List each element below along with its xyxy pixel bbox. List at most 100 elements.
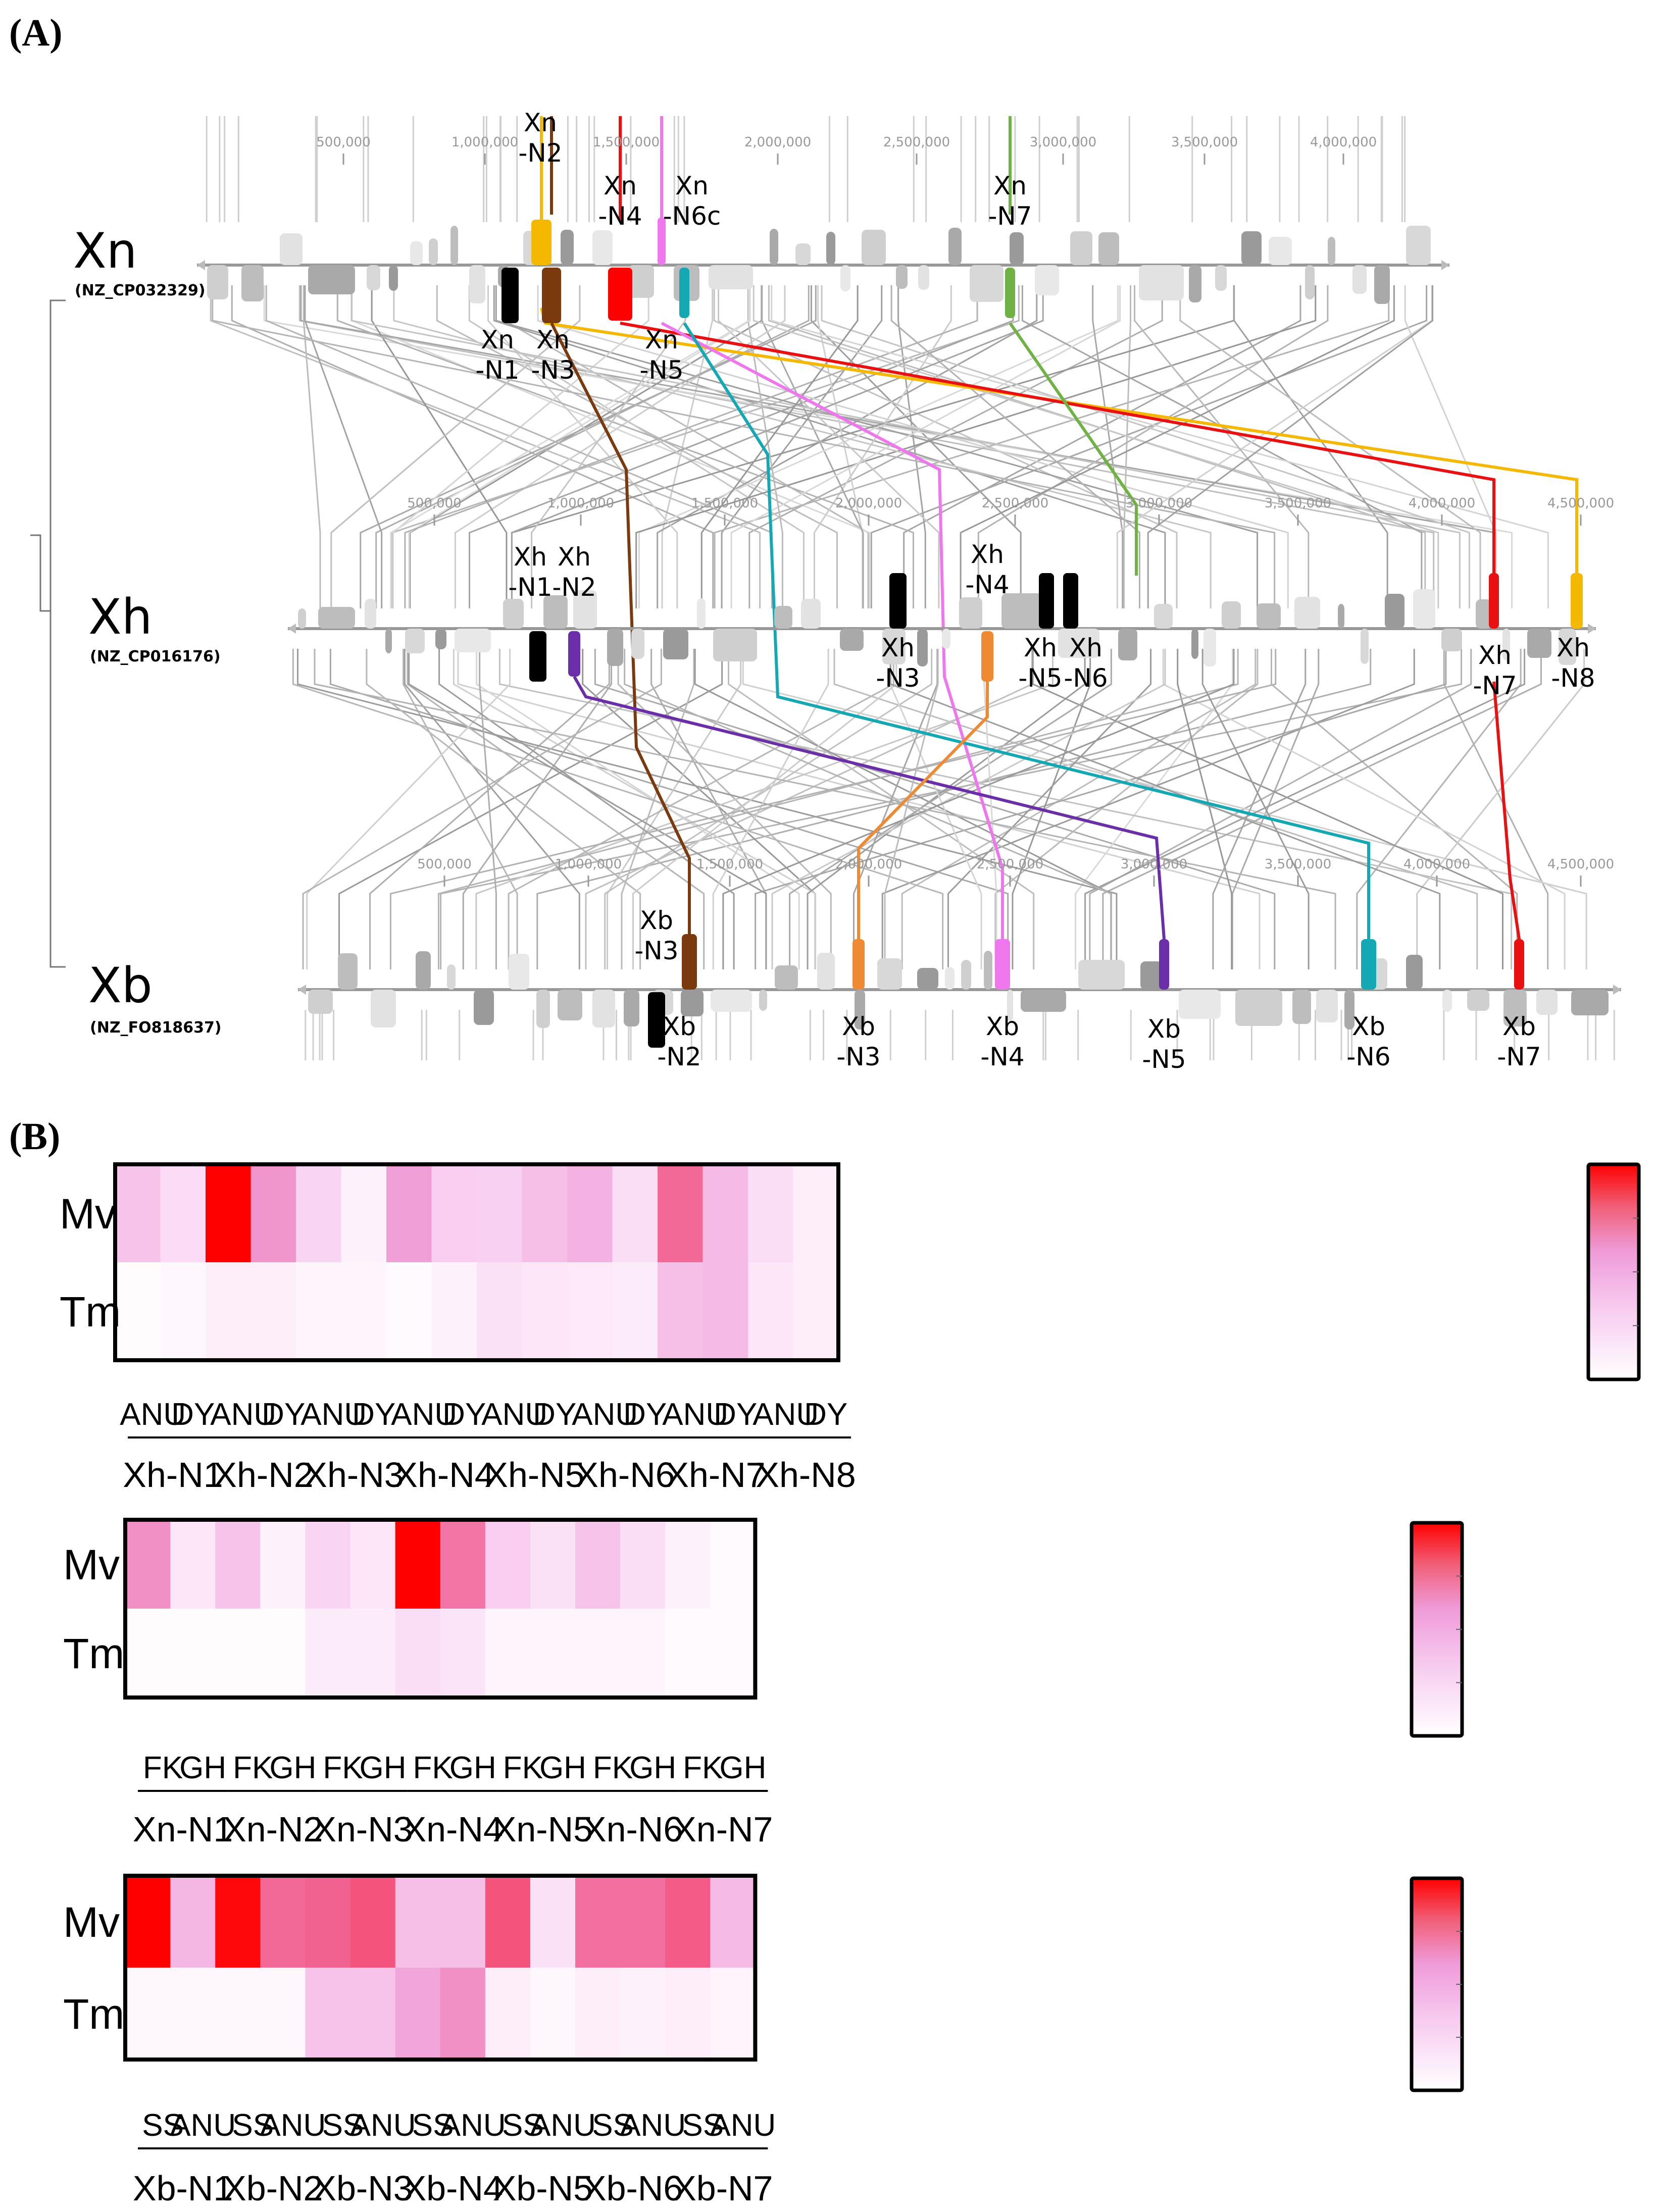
heatmap-frame (113, 1162, 840, 1362)
island-xn-7 (1005, 268, 1015, 318)
heatmap-cell (748, 1262, 793, 1361)
synteny-line (468, 285, 805, 608)
heatmap-sub-label: FK (323, 1751, 363, 1785)
axis-tick-label: 500,000 (417, 857, 472, 872)
gene-block (1344, 990, 1354, 1030)
heatmap-cell (485, 1520, 531, 1609)
heatmap-cell (215, 1968, 261, 2060)
heatmap-sub-label: SS (322, 2108, 364, 2143)
axis-tick-label: 1,000,000 (555, 857, 622, 872)
heatmap-cell (440, 1609, 486, 1698)
island-label-line1: Xb (986, 1012, 1019, 1041)
heatmap-cell (260, 1876, 306, 1968)
synteny-line (810, 285, 1022, 608)
gene-block (1316, 990, 1338, 1022)
gene-block (711, 990, 752, 1012)
island-xn-1 (501, 268, 519, 323)
gene-block (469, 265, 485, 303)
gene-block (882, 629, 906, 664)
axis-tick-label: 3,500,000 (1265, 857, 1331, 872)
synteny-line (366, 649, 641, 969)
synteny-line (389, 649, 1277, 969)
heatmap-cell (530, 1968, 576, 2060)
synteny-line (1092, 285, 1124, 608)
heatmap-xh: MvTmANUDYXh-N1ANUDYXh-N2ANUDYXh-N3ANUDYX… (60, 1162, 1641, 1495)
heatmap-cell (305, 1968, 350, 2060)
heatmap-sub-label: GH (629, 1751, 676, 1785)
gene-block (1139, 265, 1184, 300)
axis-tick-label: 3,000,000 (1121, 857, 1187, 872)
synteny-line (714, 285, 1390, 608)
synteny-line (771, 285, 1549, 608)
gene-block (536, 990, 550, 1028)
gene-block (509, 954, 529, 990)
heatmap-cell (485, 1968, 531, 2060)
synteny-line (369, 649, 610, 969)
genome-name-xh: Xh (88, 589, 153, 645)
heatmap-sub-label: FK (143, 1751, 183, 1785)
gene-block (367, 265, 380, 290)
synteny-line (457, 649, 1261, 969)
gene-block (385, 629, 392, 653)
gene-block (1442, 990, 1452, 1012)
genome-track-layer: 500,000 1,000,000 1,500,000 2,000,000 2,500,… (197, 135, 1621, 1048)
heatmap-cell (485, 1876, 531, 1968)
heatmap-cell (395, 1876, 441, 1968)
island-label-line1: Xh (514, 542, 547, 572)
link-brown (550, 116, 691, 939)
heatmap-cell (665, 1609, 711, 1698)
heatmap-sub-label: FK (233, 1751, 273, 1785)
gene-block (1305, 265, 1315, 299)
axis-tick-label: 1,000,000 (547, 496, 614, 511)
gene-block (318, 607, 355, 629)
synteny-line (903, 285, 1301, 608)
heatmap-sub-label: DY (533, 1397, 576, 1432)
axis-arrow-left (298, 985, 306, 995)
gene-block (1235, 990, 1282, 1026)
heatmap-group-label: Xn-N5 (493, 1810, 593, 1849)
island-label-line1: Xh (1024, 633, 1057, 662)
gene-block (840, 629, 864, 651)
axis-tick-label: 3,000,000 (1126, 496, 1192, 511)
heatmap-cell (575, 1609, 621, 1698)
heatmap-sub-label: ANU (391, 1397, 457, 1432)
synteny-line (1177, 649, 1233, 969)
synteny-line (298, 285, 1435, 608)
panel-a-label: (A) (9, 12, 63, 54)
gene-block (826, 232, 835, 265)
synteny-line (1416, 649, 1585, 969)
synteny-line (713, 285, 1178, 608)
synteny-line (1201, 649, 1310, 969)
heatmap-cell (260, 1520, 306, 1609)
heatmap-group-label: Xb-N5 (493, 2169, 593, 2208)
synteny-line (755, 649, 1447, 969)
heatmap-sub-label: GH (179, 1751, 226, 1785)
gene-block (984, 951, 992, 990)
synteny-line (371, 285, 508, 608)
heatmap-cell (793, 1164, 839, 1263)
synteny-line (624, 649, 1112, 969)
gene-block (628, 265, 654, 298)
synteny-line (1179, 285, 1481, 608)
axis-tick-label: 3,500,000 (1265, 496, 1331, 511)
gene-block (948, 228, 962, 265)
gene-block (308, 990, 333, 1014)
gene-block (759, 990, 767, 1011)
gene-block (1502, 629, 1510, 660)
heatmap-cell (350, 1876, 396, 1968)
heatmap-cell (206, 1262, 251, 1361)
heatmap-cell (530, 1609, 576, 1698)
synteny-line (960, 285, 1395, 608)
synteny-line (789, 649, 1112, 969)
heatmap-group-label: Xh-N1 (123, 1455, 223, 1495)
synteny-line (1032, 649, 1503, 969)
synteny-line (813, 285, 952, 608)
heatmap-sub-label: ANU (572, 1397, 638, 1432)
gene-block (405, 629, 425, 653)
synteny-line (881, 649, 1415, 969)
island-label-layer: Xn-N1Xn-N2Xn-N3Xn-N4Xn-N5Xn-N6cXn-N7Xh-N… (475, 108, 1595, 1074)
gene-block (663, 629, 688, 659)
synteny-line (212, 285, 1276, 608)
axis-tick-label: 1,000,000 (451, 135, 518, 150)
heatmap-sub-label: SS (682, 2108, 724, 2143)
